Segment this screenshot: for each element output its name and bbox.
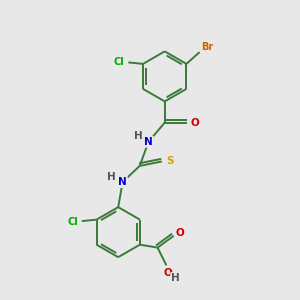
Text: N: N: [144, 137, 153, 147]
Text: Br: Br: [202, 42, 214, 52]
Text: Cl: Cl: [67, 217, 78, 227]
Text: H: H: [107, 172, 116, 182]
Text: N: N: [118, 177, 127, 187]
Text: O: O: [175, 228, 184, 238]
Text: H: H: [171, 273, 180, 283]
Text: H: H: [134, 131, 142, 141]
Text: O: O: [164, 268, 172, 278]
Text: O: O: [191, 118, 200, 128]
Text: Cl: Cl: [113, 56, 124, 67]
Text: S: S: [166, 157, 174, 166]
